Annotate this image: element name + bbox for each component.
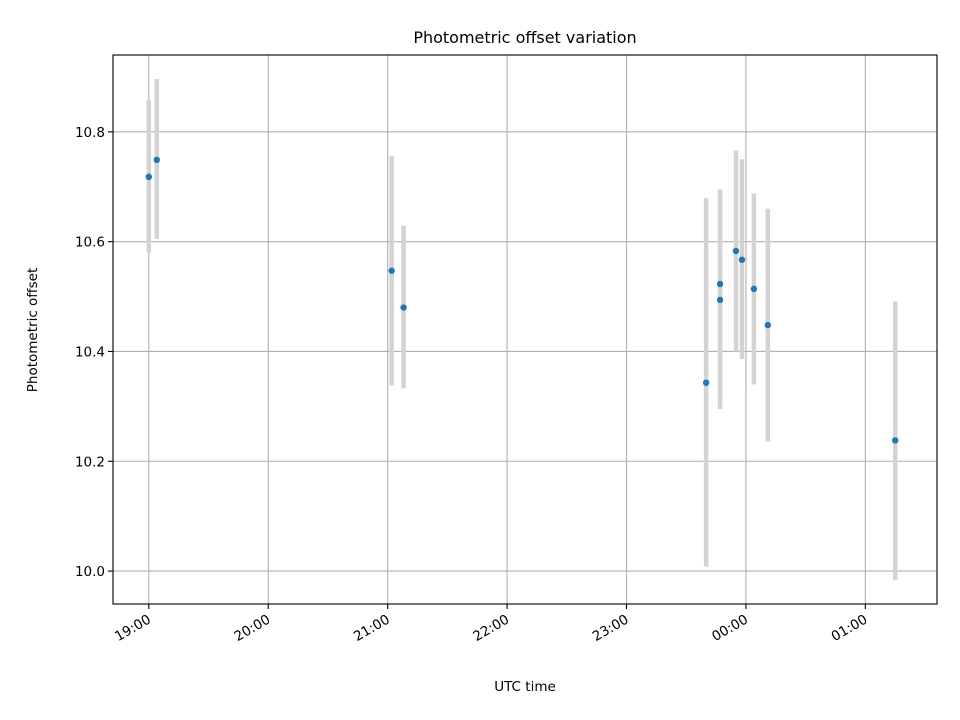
x-tick-label: 01:00	[829, 612, 871, 645]
error-bars	[146, 79, 898, 580]
data-point	[388, 267, 395, 274]
plot-frame	[112, 54, 938, 605]
data-point	[716, 296, 724, 304]
x-tick-label: 19:00	[112, 612, 154, 645]
y-tick-label: 10.8	[75, 125, 105, 141]
data-point	[750, 285, 758, 293]
y-tick-label: 10.0	[75, 564, 105, 580]
y-tick-label: 10.2	[75, 454, 105, 470]
x-axis-label: UTC time	[494, 679, 556, 695]
x-tick-label: 00:00	[709, 612, 751, 645]
x-tick-label: 20:00	[232, 612, 274, 645]
y-tick-label: 10.4	[75, 344, 105, 360]
data-point	[716, 280, 724, 288]
data-point	[764, 321, 772, 329]
data-point	[153, 156, 160, 164]
x-tick-label: 23:00	[590, 612, 632, 645]
data-point	[702, 379, 710, 386]
data-point	[145, 173, 153, 181]
data-point	[400, 304, 407, 311]
x-tick-label: 22:00	[470, 612, 512, 645]
chart-title: Photometric offset variation	[413, 28, 636, 47]
y-axis-label: Photometric offset	[25, 268, 41, 392]
axis-ticks: 19:00 20:00 21:00 22:00 23:00 00:00 01:00 10.0 1…	[75, 125, 870, 645]
grid	[113, 55, 937, 604]
x-tick-label: 21:00	[351, 612, 393, 645]
data-point	[732, 247, 740, 255]
data-points	[145, 156, 899, 444]
data-point	[738, 256, 746, 263]
data-point	[892, 437, 899, 444]
y-tick-label: 10.6	[75, 235, 105, 251]
